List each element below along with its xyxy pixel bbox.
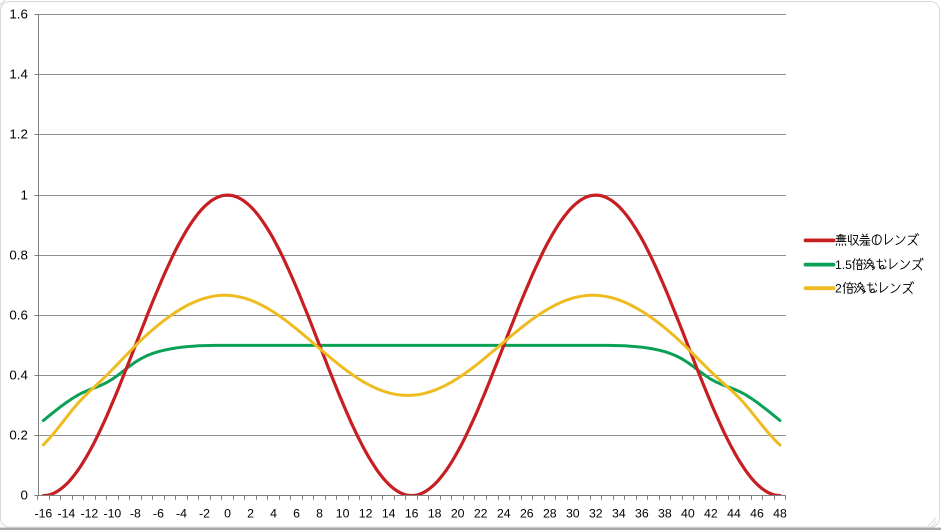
svg-text:32: 32: [589, 507, 603, 521]
svg-text:1.5: 1.5: [835, 258, 852, 272]
svg-text:-8: -8: [130, 507, 141, 521]
svg-text:22: 22: [474, 507, 488, 521]
svg-text:1.4: 1.4: [9, 67, 28, 82]
svg-text:44: 44: [727, 507, 741, 521]
svg-text:4: 4: [270, 507, 277, 521]
svg-text:-4: -4: [176, 507, 187, 521]
svg-text:1.6: 1.6: [9, 7, 28, 22]
svg-text:26: 26: [520, 507, 534, 521]
svg-text:24: 24: [497, 507, 511, 521]
svg-text:12: 12: [359, 507, 373, 521]
svg-text:0.4: 0.4: [9, 368, 28, 383]
svg-text:2: 2: [835, 282, 842, 296]
svg-text:8: 8: [316, 507, 323, 521]
svg-text:2: 2: [247, 507, 254, 521]
svg-text:0.8: 0.8: [9, 248, 28, 263]
svg-text:-12: -12: [81, 507, 99, 521]
svg-text:6: 6: [293, 507, 300, 521]
svg-text:48: 48: [773, 507, 787, 521]
svg-text:16: 16: [405, 507, 419, 521]
svg-text:-16: -16: [35, 507, 53, 521]
svg-text:-2: -2: [199, 507, 210, 521]
svg-text:0: 0: [20, 488, 27, 503]
svg-text:0: 0: [224, 507, 231, 521]
svg-text:1.2: 1.2: [9, 127, 28, 142]
svg-text:42: 42: [704, 507, 718, 521]
svg-text:28: 28: [543, 507, 557, 521]
svg-text:34: 34: [612, 507, 626, 521]
svg-text:1: 1: [20, 188, 27, 203]
svg-text:0.6: 0.6: [9, 308, 28, 323]
svg-text:10: 10: [336, 507, 350, 521]
svg-text:-10: -10: [104, 507, 122, 521]
svg-text:18: 18: [428, 507, 442, 521]
svg-text:38: 38: [658, 507, 672, 521]
svg-text:-6: -6: [153, 507, 164, 521]
svg-text:40: 40: [681, 507, 695, 521]
svg-text:46: 46: [750, 507, 764, 521]
svg-text:30: 30: [566, 507, 580, 521]
svg-text:14: 14: [382, 507, 396, 521]
svg-text:36: 36: [635, 507, 649, 521]
svg-text:20: 20: [451, 507, 465, 521]
svg-text:-14: -14: [58, 507, 76, 521]
svg-text:0.2: 0.2: [9, 428, 28, 443]
